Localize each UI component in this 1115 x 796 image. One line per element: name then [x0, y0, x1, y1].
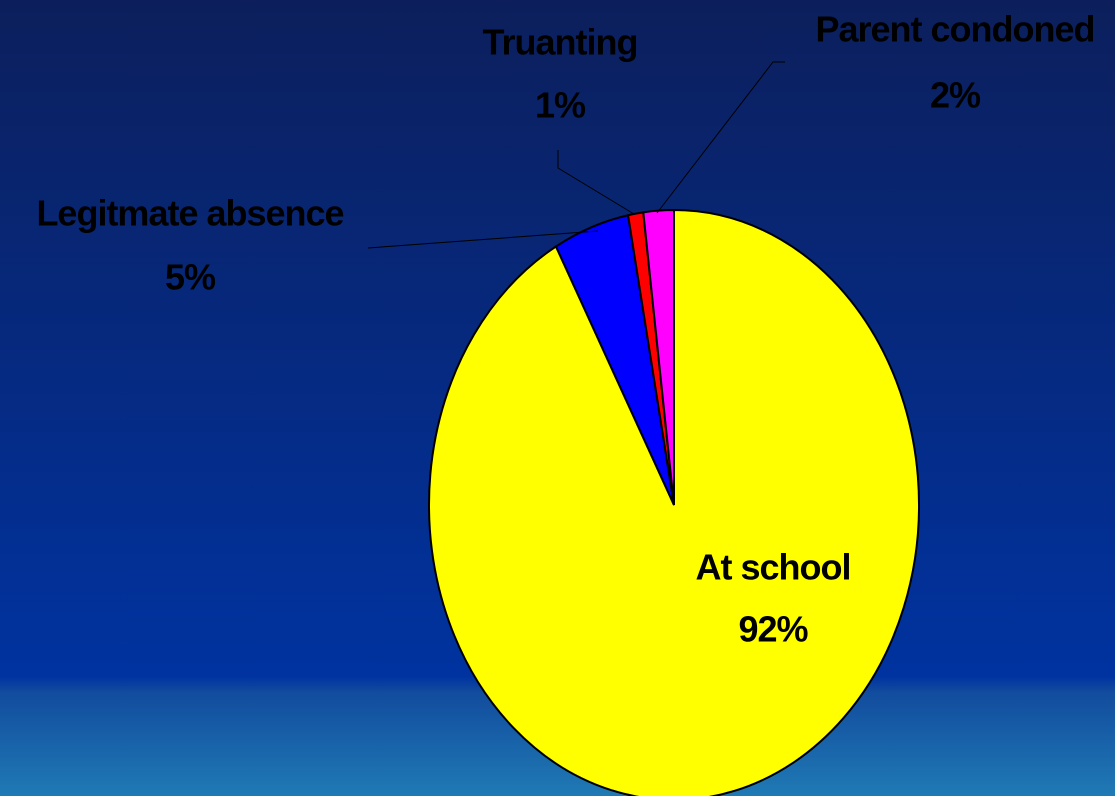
- leader-line: [656, 61, 785, 214]
- leader-line: [367, 230, 599, 249]
- slice-value-label: 92%: [738, 609, 808, 650]
- slice-value-label: 2%: [930, 75, 981, 116]
- leader-line: [557, 150, 635, 215]
- pie-slice: [428, 208, 920, 796]
- slice-value-label: 1%: [535, 85, 586, 126]
- slice-label: At school: [695, 547, 850, 588]
- slice-label: Parent condoned: [815, 9, 1094, 50]
- slice-label: Legitmate absence: [36, 193, 343, 234]
- slice-label: Truanting: [483, 22, 638, 63]
- slice-value-label: 5%: [165, 257, 216, 298]
